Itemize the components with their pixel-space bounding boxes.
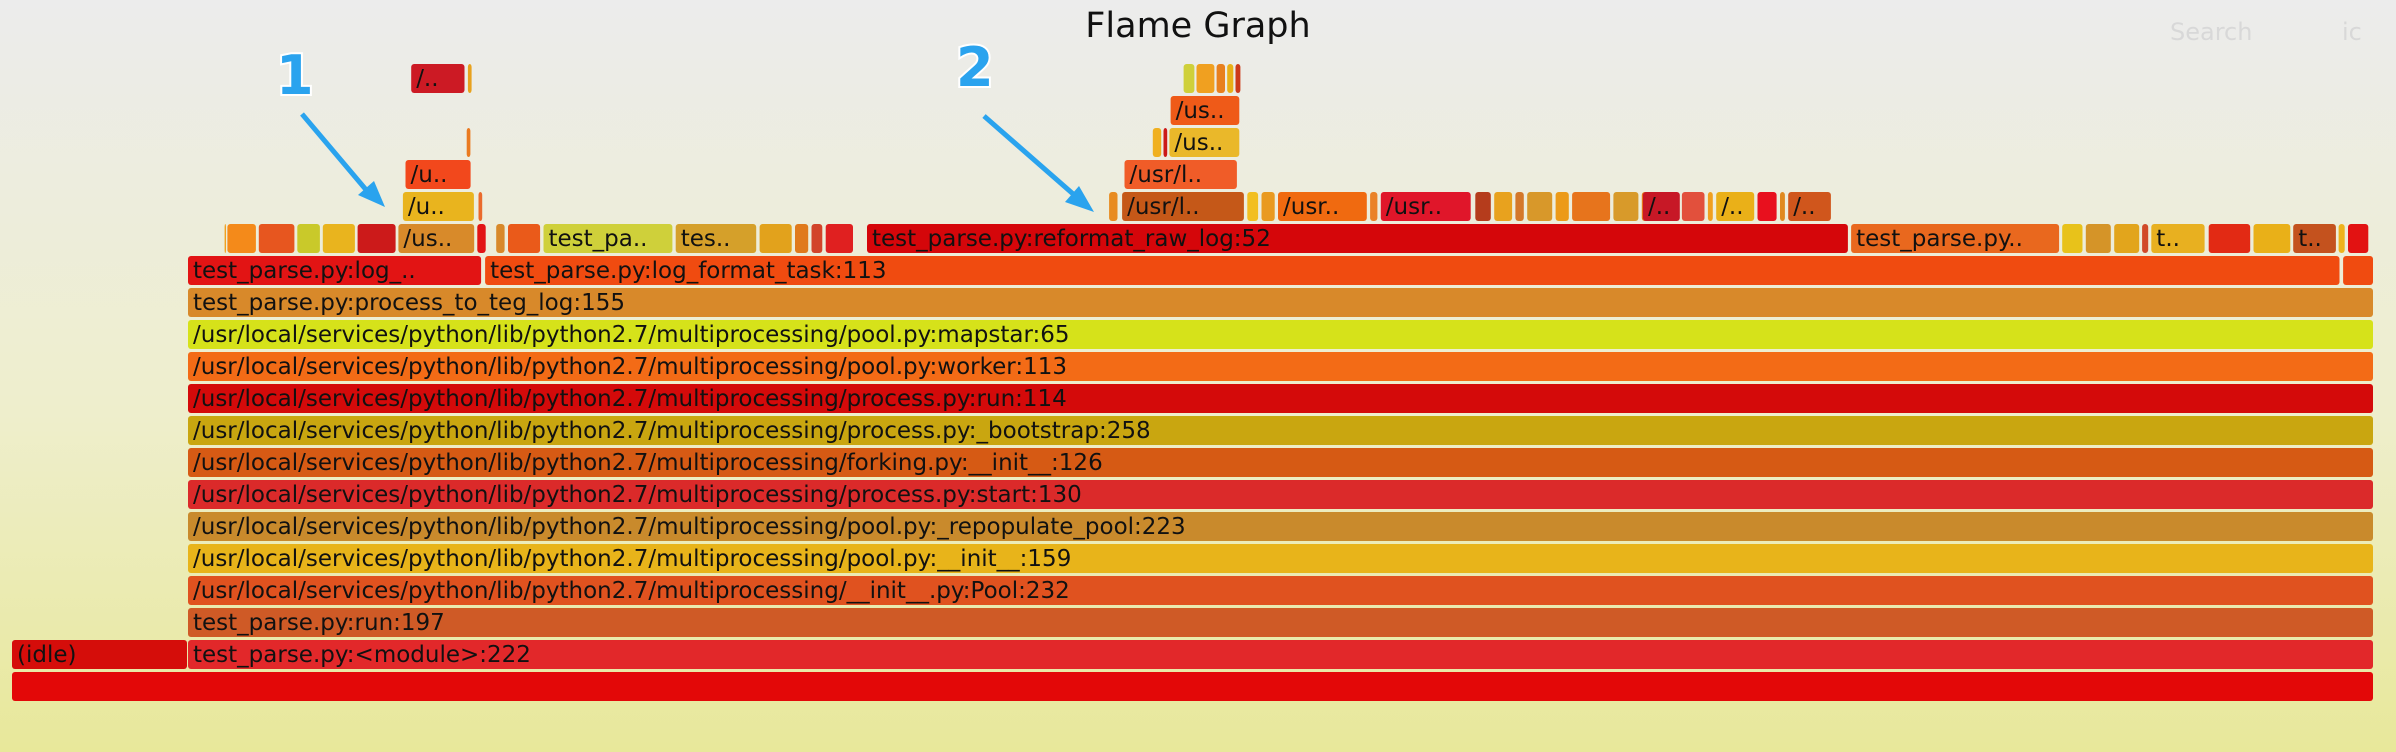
flame-frame[interactable] <box>1527 192 1553 221</box>
flame-frame[interactable] <box>1122 192 1244 221</box>
flame-frame[interactable] <box>1196 64 1215 93</box>
callout-1-arrowhead <box>358 181 385 207</box>
flame-frame[interactable] <box>1370 192 1378 221</box>
flame-frame[interactable] <box>1681 192 1705 221</box>
flame-frame[interactable] <box>188 480 2373 509</box>
flame-frame[interactable] <box>1124 160 1237 189</box>
flame-frame[interactable] <box>1109 192 1118 221</box>
flame-frame[interactable] <box>1152 128 1162 157</box>
flame-frame[interactable] <box>1788 192 1831 221</box>
flame-frame[interactable] <box>1757 192 1777 221</box>
flame-frame[interactable] <box>188 320 2373 349</box>
flame-frame[interactable] <box>297 224 320 253</box>
flame-frame[interactable] <box>1515 192 1524 221</box>
flame-frame[interactable] <box>1572 192 1611 221</box>
flame-frame[interactable] <box>1555 192 1569 221</box>
flame-frame[interactable] <box>227 224 256 253</box>
flame-frame[interactable] <box>1227 64 1234 93</box>
flame-frame[interactable] <box>2085 224 2111 253</box>
flame-frame[interactable] <box>496 224 505 253</box>
chart-title: Flame Graph <box>1085 6 1311 46</box>
flame-frame[interactable] <box>357 224 396 253</box>
callout-2-label: 2 <box>956 36 994 99</box>
flame-frame[interactable] <box>1261 192 1275 221</box>
flame-frame[interactable] <box>402 192 474 221</box>
flame-frame[interactable] <box>188 256 482 285</box>
callout-1-arrow <box>300 112 375 200</box>
ignore-case-toggle[interactable]: ic <box>2342 18 2362 46</box>
flame-frame[interactable] <box>224 224 226 253</box>
flame-frame[interactable] <box>398 224 475 253</box>
annotations-layer: 1 2 <box>274 34 1094 212</box>
flame-frame[interactable] <box>2343 256 2373 285</box>
flame-frame[interactable] <box>1235 64 1241 93</box>
flame-frame[interactable] <box>811 224 823 253</box>
flame-frame[interactable] <box>188 352 2373 381</box>
flame-frame[interactable] <box>485 256 2340 285</box>
flame-frame[interactable] <box>322 224 355 253</box>
flame-frame[interactable] <box>1851 224 2060 253</box>
flame-frame[interactable] <box>675 224 757 253</box>
flame-frame[interactable] <box>543 224 673 253</box>
callout-2-arrow <box>982 114 1082 202</box>
flame-frame[interactable] <box>188 576 2373 605</box>
flame-frame[interactable] <box>467 64 472 93</box>
flame-frame[interactable] <box>188 512 2373 541</box>
flame-frame[interactable] <box>258 224 295 253</box>
flame-frame[interactable] <box>2208 224 2251 253</box>
flame-frame[interactable] <box>188 608 2373 637</box>
flame-frame[interactable] <box>795 224 809 253</box>
flame-frame[interactable] <box>1643 192 1680 221</box>
flame-frame[interactable] <box>1780 192 1785 221</box>
flame-frame[interactable] <box>1716 192 1755 221</box>
flame-frame[interactable] <box>1163 128 1168 157</box>
flame-frame[interactable] <box>411 64 465 93</box>
callout-2-arrowhead <box>1065 186 1094 212</box>
flame-frame[interactable] <box>867 224 1848 253</box>
flame-frame[interactable] <box>188 416 2373 445</box>
flame-frame[interactable] <box>188 640 2373 669</box>
flame-frame[interactable] <box>2062 224 2083 253</box>
flame-frame[interactable] <box>188 384 2373 413</box>
frames-layer: (idle) test_parse.py:<module>:222test_par… <box>12 64 2373 701</box>
flame-frame[interactable] <box>188 288 2373 317</box>
flame-frame[interactable] <box>825 224 853 253</box>
flame-frame[interactable] <box>1169 128 1240 157</box>
flame-frame[interactable] <box>1613 192 1639 221</box>
flame-frame[interactable] <box>2142 224 2149 253</box>
flame-frame[interactable] <box>466 128 471 157</box>
flame-frame[interactable] <box>1494 192 1513 221</box>
flame-frame[interactable] <box>1170 96 1240 125</box>
callout-1-label: 1 <box>276 44 314 107</box>
flame-frame[interactable] <box>188 448 2373 477</box>
flame-frame[interactable] <box>508 224 541 253</box>
flame-frame[interactable] <box>188 544 2373 573</box>
search-button[interactable]: Search <box>2170 18 2253 46</box>
flame-frame[interactable] <box>1278 192 1367 221</box>
flame-frame[interactable] <box>1183 64 1195 93</box>
flame-frame[interactable] <box>1247 192 1259 221</box>
flame-frame[interactable] <box>2253 224 2291 253</box>
flame-frame[interactable] <box>2338 224 2345 253</box>
flame-frame[interactable] <box>1216 64 1225 93</box>
flame-frame[interactable] <box>12 640 187 669</box>
flame-frame[interactable] <box>2151 224 2205 253</box>
flame-frame[interactable] <box>1475 192 1491 221</box>
flame-frame[interactable] <box>12 672 2373 701</box>
flame-frame[interactable] <box>405 160 471 189</box>
flame-frame[interactable] <box>2293 224 2336 253</box>
flame-frame[interactable] <box>2348 224 2369 253</box>
flame-frame[interactable] <box>478 192 483 221</box>
flame-frame[interactable] <box>1380 192 1471 221</box>
flame-frame[interactable] <box>477 224 486 253</box>
flame-frame[interactable] <box>1707 192 1713 221</box>
flame-frame[interactable] <box>759 224 792 253</box>
flame-frame[interactable] <box>2114 224 2140 253</box>
